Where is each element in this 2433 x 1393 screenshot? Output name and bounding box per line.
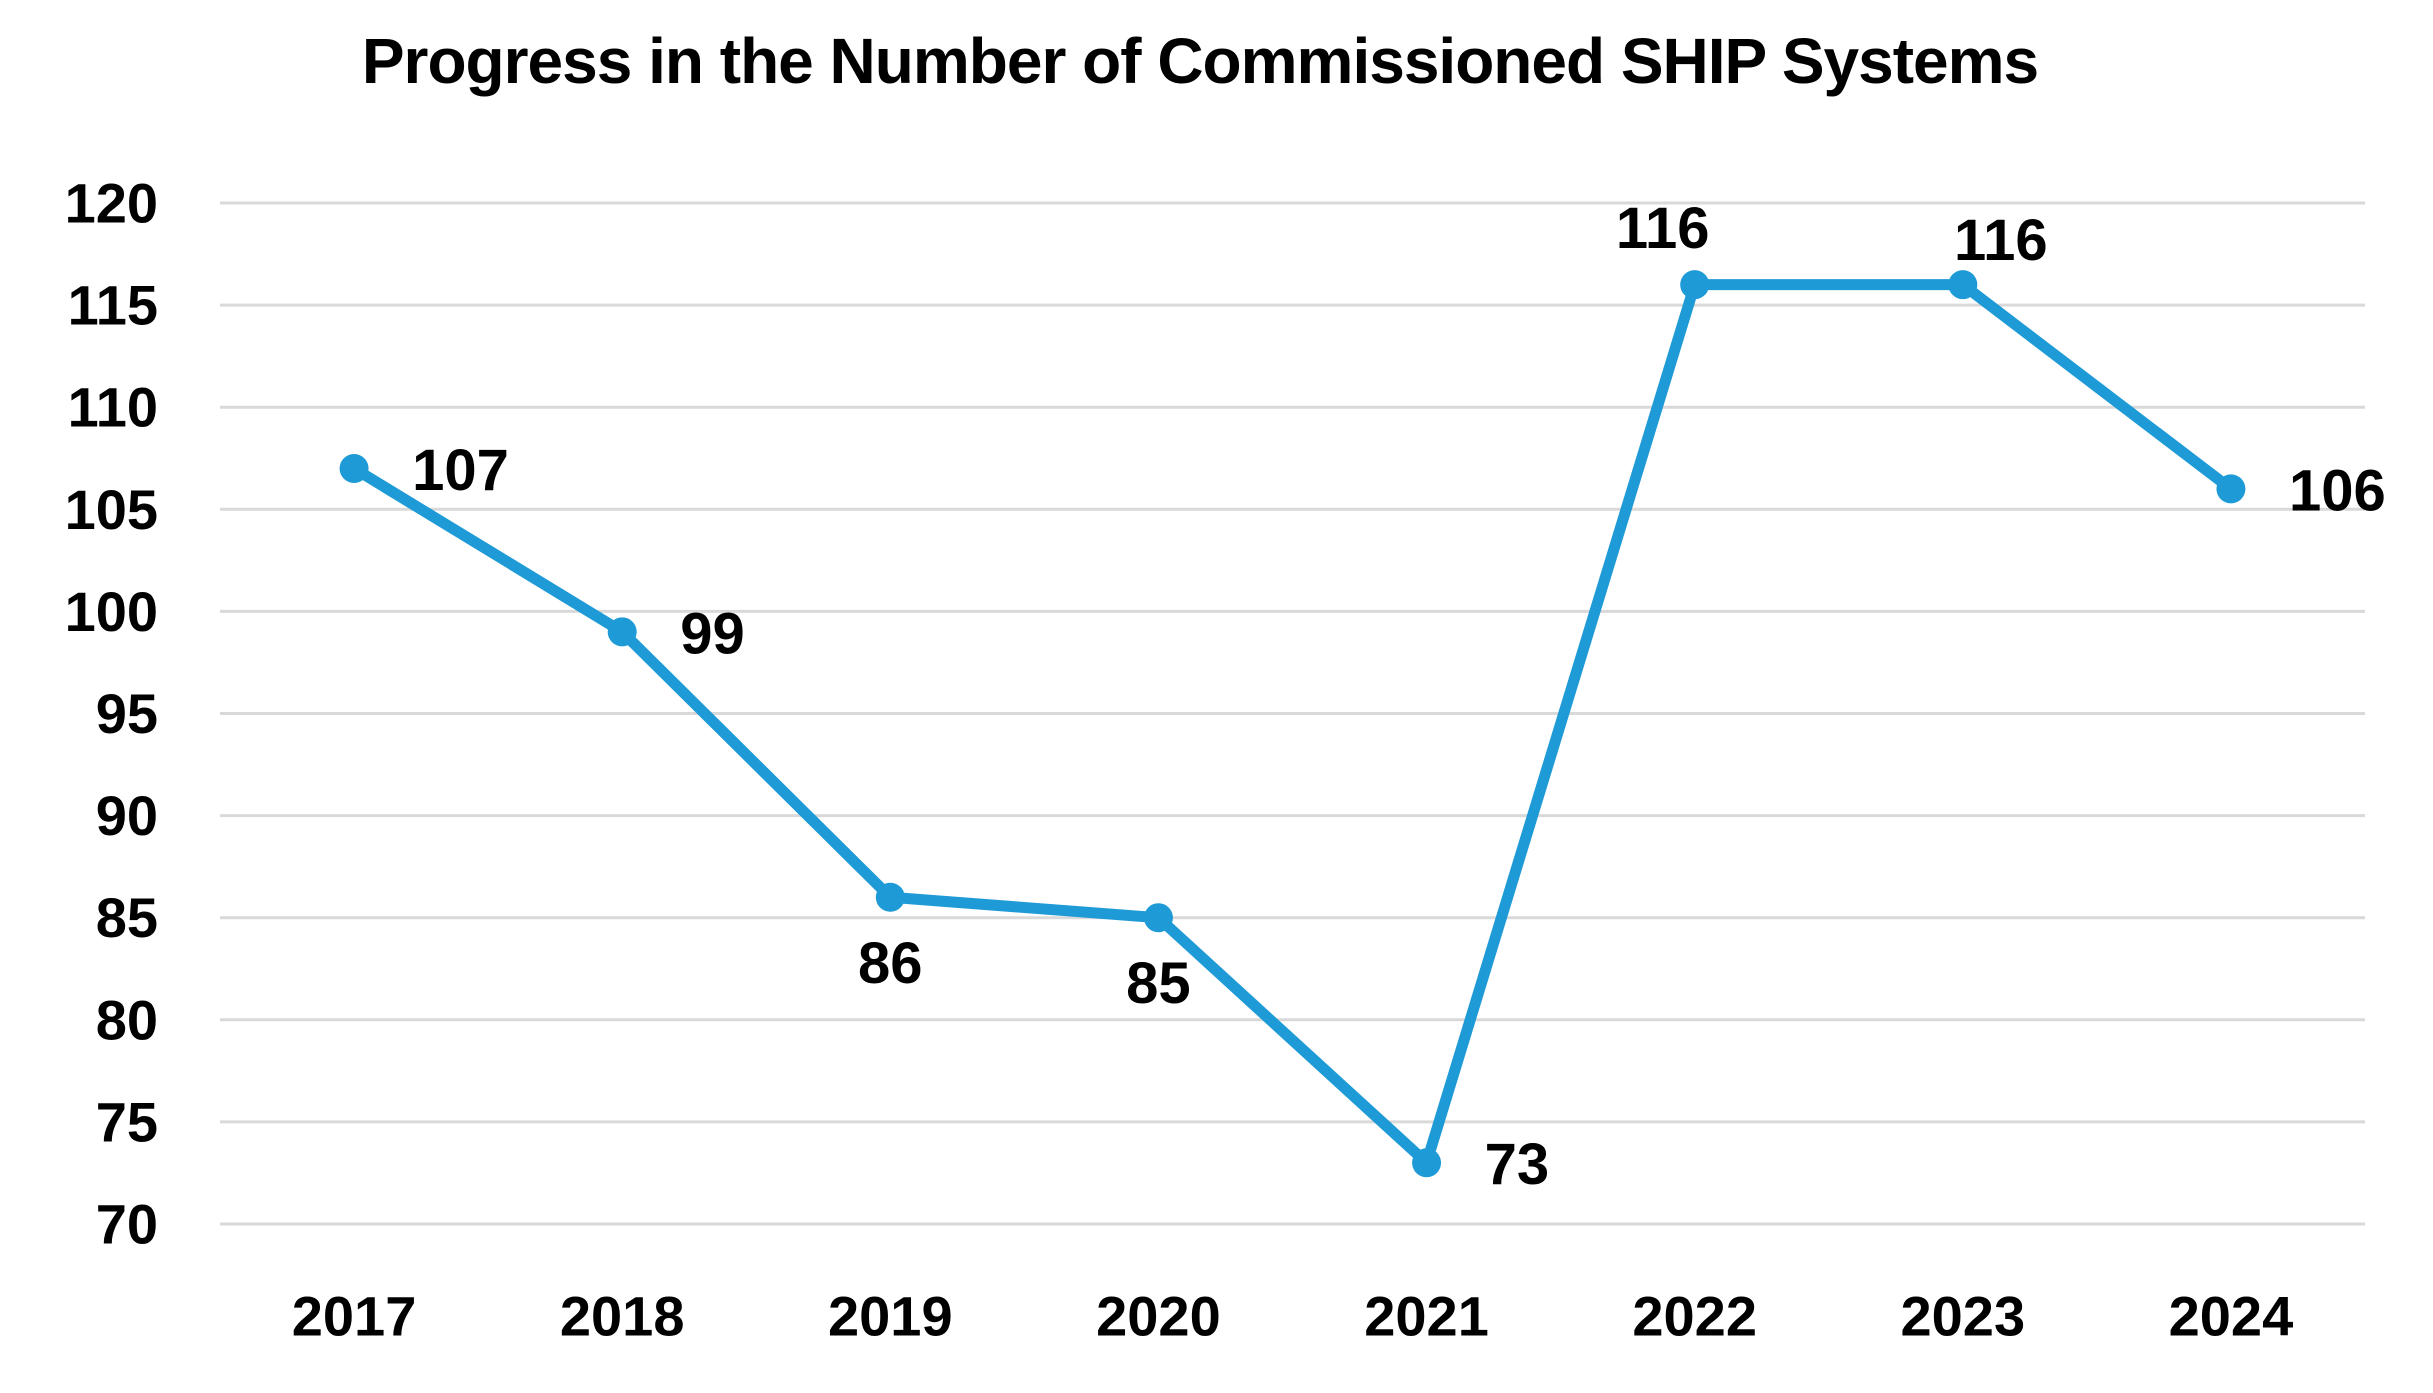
- y-tick-label: 100: [65, 580, 158, 643]
- data-point-marker: [607, 617, 637, 647]
- data-series-group: [339, 270, 2246, 1178]
- data-line: [348, 279, 2237, 1169]
- data-point-label: 85: [1126, 951, 1191, 1016]
- x-tick-label: 2017: [292, 1285, 417, 1348]
- gridlines-group: [220, 201, 2365, 1226]
- chart-title: Progress in the Number of Commissioned S…: [361, 25, 2039, 97]
- x-tick-label: 2020: [1096, 1285, 1221, 1348]
- x-tick-label: 2024: [2169, 1285, 2294, 1348]
- data-point-label: 116: [1616, 196, 1710, 261]
- data-point-label: 99: [680, 601, 745, 666]
- data-point-marker: [1143, 903, 1173, 933]
- y-tick-label: 105: [65, 478, 158, 541]
- y-tick-label: 80: [96, 988, 158, 1051]
- y-tick-label: 110: [68, 376, 158, 439]
- x-tick-label: 2021: [1364, 1285, 1489, 1348]
- data-point-label: 107: [412, 438, 509, 503]
- data-point-marker: [875, 882, 905, 912]
- data-point-label: 73: [1485, 1132, 1550, 1197]
- data-point-marker: [339, 453, 369, 483]
- y-tick-label: 75: [96, 1090, 158, 1153]
- data-point-label: 106: [2289, 458, 2386, 523]
- y-tick-label: 120: [65, 172, 158, 235]
- x-tick-label: 2019: [828, 1285, 953, 1348]
- data-point-marker: [1948, 270, 1978, 300]
- y-tick-label: 115: [68, 274, 158, 337]
- x-tick-label: 2022: [1632, 1285, 1757, 1348]
- y-tick-label: 95: [96, 682, 158, 745]
- x-axis-tick-labels: 2017 2018 2019 2020 2021 2022 2023 2024: [292, 1285, 2293, 1348]
- data-point-label: 116: [1954, 208, 2048, 273]
- data-point-marker: [1412, 1148, 1442, 1178]
- x-tick-label: 2023: [1901, 1285, 2026, 1348]
- x-tick-label: 2018: [560, 1285, 685, 1348]
- data-point-marker: [1680, 270, 1710, 300]
- y-tick-label: 85: [96, 886, 158, 949]
- y-axis-tick-labels: 70 75 80 85 90 95 100 105 110 115 120: [65, 172, 158, 1256]
- data-point-label: 86: [858, 931, 923, 996]
- y-tick-label: 90: [96, 784, 158, 847]
- data-point-marker: [2216, 474, 2246, 504]
- y-tick-label: 70: [96, 1193, 158, 1256]
- data-point-labels-group: 107 99 86 85 73 116 116 106: [412, 196, 2386, 1197]
